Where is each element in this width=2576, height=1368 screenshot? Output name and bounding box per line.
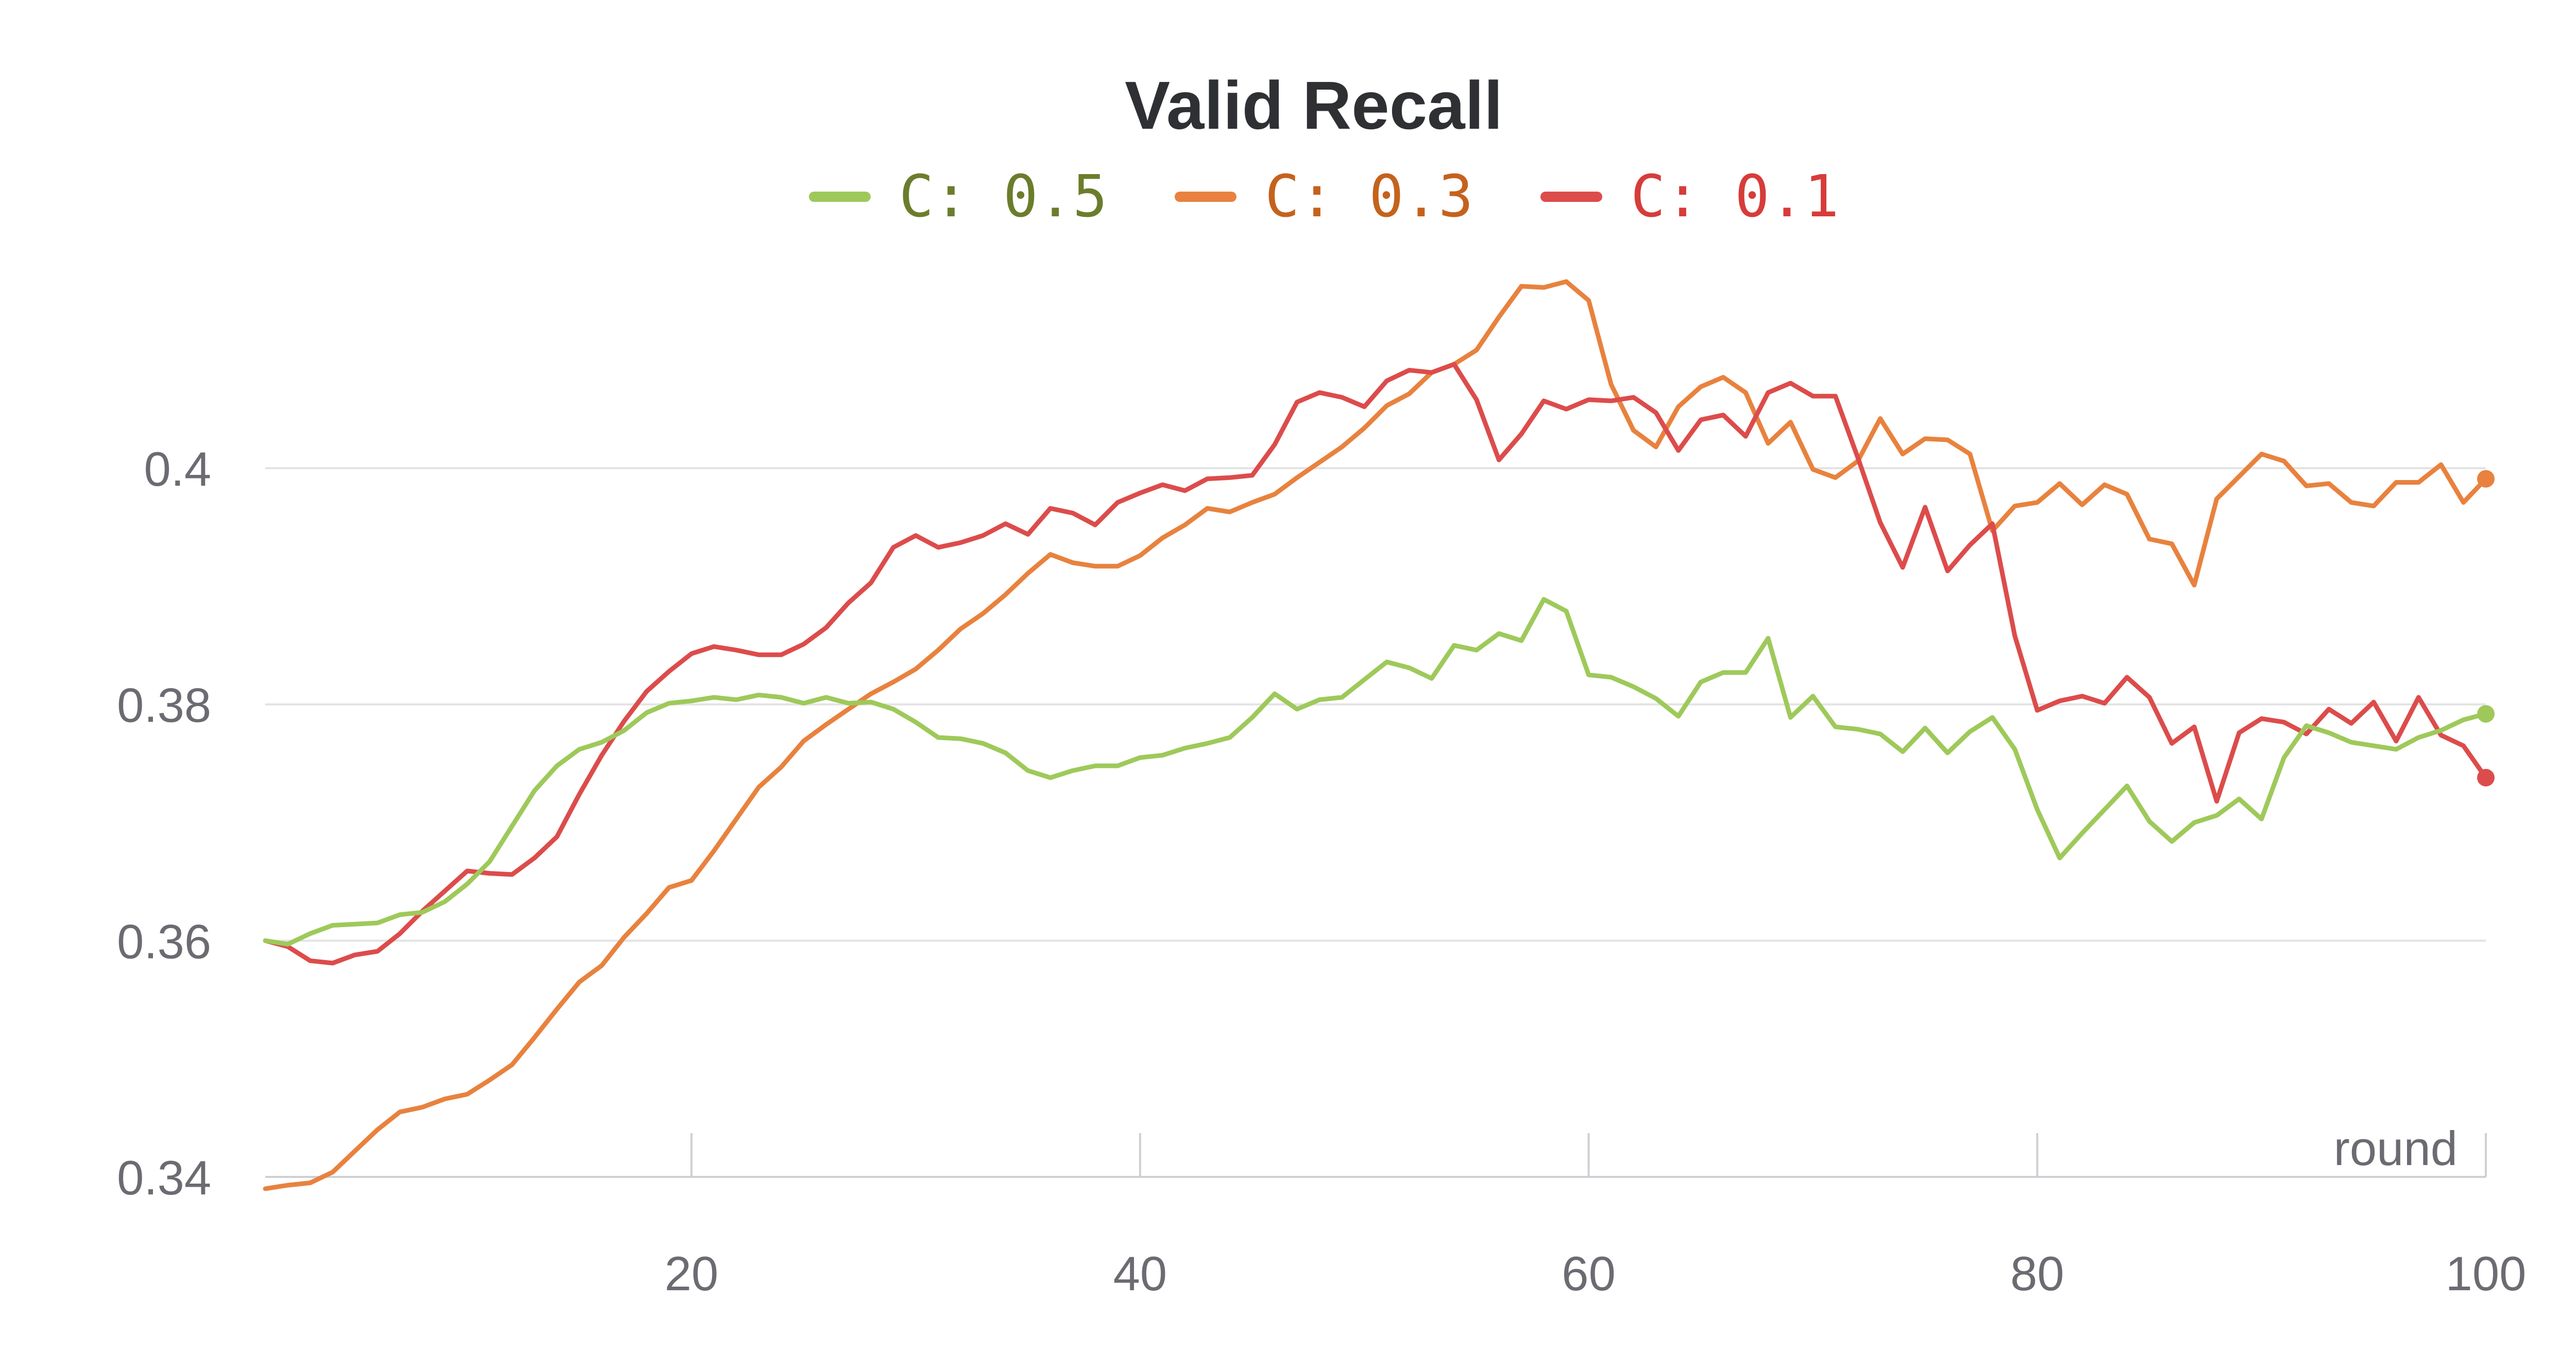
series-line <box>263 362 2488 966</box>
series-line <box>263 279 2488 1191</box>
legend-label: C: 0.1 <box>1631 163 1839 230</box>
x-axis: 20 40 60 80 100 <box>265 1133 2526 1301</box>
legend-label: C: 0.3 <box>1265 163 1473 230</box>
series-layer <box>263 279 2495 1191</box>
series-end-point <box>2477 705 2495 723</box>
x-tick-label: 80 <box>2010 1246 2064 1301</box>
x-tick-label: 60 <box>1562 1246 1616 1301</box>
legend: C: 0.5 C: 0.3 C: 0.1 <box>809 163 1839 230</box>
x-tick-label: 20 <box>665 1246 719 1301</box>
legend-item[interactable]: C: 0.5 <box>809 163 1108 230</box>
legend-item[interactable]: C: 0.1 <box>1540 163 1839 230</box>
x-axis-label: round <box>2334 1121 2458 1175</box>
x-tick-label: 40 <box>1113 1246 1167 1301</box>
y-tick-label: 0.36 <box>117 914 211 968</box>
x-tick-label: 100 <box>2446 1246 2527 1301</box>
y-axis: 0.34 0.36 0.38 0.4 <box>117 442 211 1205</box>
legend-label: C: 0.5 <box>899 163 1108 230</box>
y-tick-label: 0.4 <box>144 442 211 496</box>
legend-item[interactable]: C: 0.3 <box>1175 163 1473 230</box>
series-end-point <box>2477 470 2495 488</box>
series-end-point <box>2477 768 2495 786</box>
y-tick-label: 0.34 <box>117 1151 211 1205</box>
series-line <box>263 597 2488 947</box>
chart-title: Valid Recall <box>1125 67 1503 143</box>
y-tick-label: 0.38 <box>117 678 211 732</box>
